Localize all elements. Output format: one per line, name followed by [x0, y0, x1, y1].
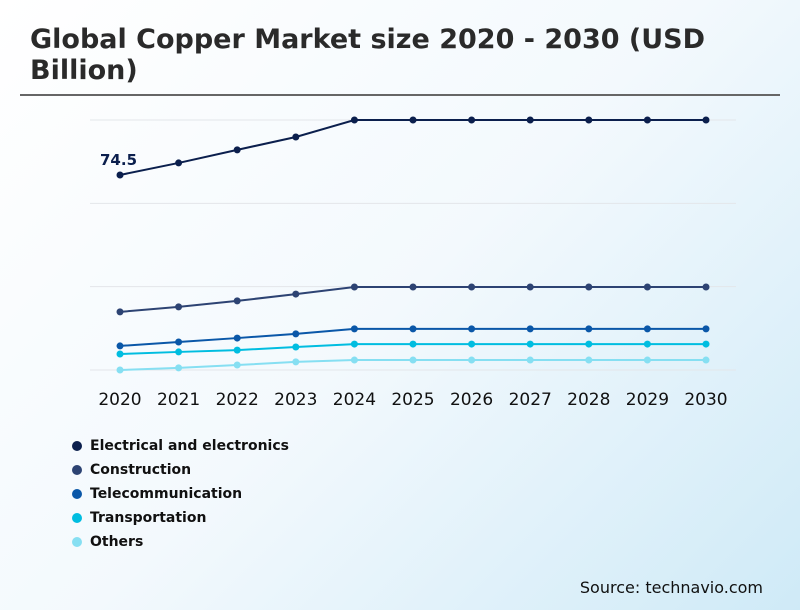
legend: Electrical and electronics Construction Te… [72, 434, 289, 554]
data-point [409, 283, 417, 291]
data-point [468, 283, 476, 291]
legend-label: Transportation [90, 510, 207, 526]
x-tick-label: 2028 [567, 390, 610, 410]
x-tick-label: 2027 [509, 390, 552, 410]
data-point [175, 159, 183, 167]
legend-marker [72, 441, 82, 451]
data-point [643, 340, 651, 348]
x-tick-label: 2025 [391, 390, 434, 410]
data-point [643, 116, 651, 124]
x-tick-label: 2020 [98, 390, 141, 410]
data-point [409, 116, 417, 124]
source-note: Source: technavio.com [579, 578, 763, 597]
legend-marker [72, 465, 82, 475]
data-point [116, 342, 124, 350]
data-point [468, 116, 476, 124]
data-point [643, 283, 651, 291]
data-point [643, 356, 651, 364]
data-point [350, 283, 358, 291]
x-tick-label: 2023 [274, 390, 317, 410]
data-point [233, 334, 241, 342]
x-tick-label: 2030 [684, 390, 727, 410]
data-point [585, 325, 593, 333]
data-point [233, 297, 241, 305]
legend-item: Others [72, 530, 289, 554]
data-point [409, 356, 417, 364]
legend-item: Construction [72, 458, 289, 482]
data-point [175, 303, 183, 311]
data-point [468, 325, 476, 333]
data-point [702, 340, 710, 348]
data-point [585, 283, 593, 291]
data-point [585, 356, 593, 364]
data-point [526, 283, 534, 291]
data-point [233, 346, 241, 354]
data-point [292, 343, 300, 351]
legend-item: Electrical and electronics [72, 434, 289, 458]
x-tick-label: 2026 [450, 390, 493, 410]
series-line [119, 119, 706, 176]
line-chart: 2020 2021 2022 2023 2024 2025 2026 2027 2028 2029… [90, 116, 736, 410]
title-divider [20, 94, 780, 96]
data-point [702, 116, 710, 124]
legend-label: Electrical and electronics [90, 438, 289, 454]
data-point [175, 338, 183, 346]
data-point [702, 356, 710, 364]
data-point [702, 325, 710, 333]
legend-label: Telecommunication [90, 486, 243, 502]
data-point [350, 340, 358, 348]
data-point [643, 325, 651, 333]
data-point [526, 325, 534, 333]
x-tick-label: 2022 [216, 390, 259, 410]
x-tick-label: 2024 [333, 390, 376, 410]
legend-marker [72, 537, 82, 547]
data-point [116, 171, 124, 179]
legend-marker [72, 513, 82, 523]
legend-item: Telecommunication [72, 482, 289, 506]
data-point [292, 358, 300, 366]
legend-item: Transportation [72, 506, 289, 530]
x-tick-label: 2021 [157, 390, 200, 410]
data-point [233, 361, 241, 369]
data-point [116, 366, 124, 374]
data-point [585, 340, 593, 348]
data-point [175, 348, 183, 356]
legend-marker [72, 489, 82, 499]
data-point [350, 116, 358, 124]
data-point [292, 330, 300, 338]
data-point [526, 116, 534, 124]
data-point [585, 116, 593, 124]
data-point [350, 325, 358, 333]
data-point [409, 325, 417, 333]
series-line [119, 286, 706, 313]
data-point [292, 133, 300, 141]
chart-title: Global Copper Market size 2020 - 2030 (U… [30, 24, 706, 86]
data-point [116, 308, 124, 316]
x-tick-label: 2029 [626, 390, 669, 410]
data-point [175, 364, 183, 372]
data-point [233, 146, 241, 154]
data-point [350, 356, 358, 364]
data-point [468, 356, 476, 364]
data-point [116, 350, 124, 358]
data-point [409, 340, 417, 348]
data-point [468, 340, 476, 348]
data-point [526, 340, 534, 348]
data-point [292, 290, 300, 298]
legend-label: Others [90, 534, 144, 550]
data-label: 74.5 [100, 151, 137, 169]
data-point [526, 356, 534, 364]
data-point [702, 283, 710, 291]
legend-label: Construction [90, 462, 192, 478]
